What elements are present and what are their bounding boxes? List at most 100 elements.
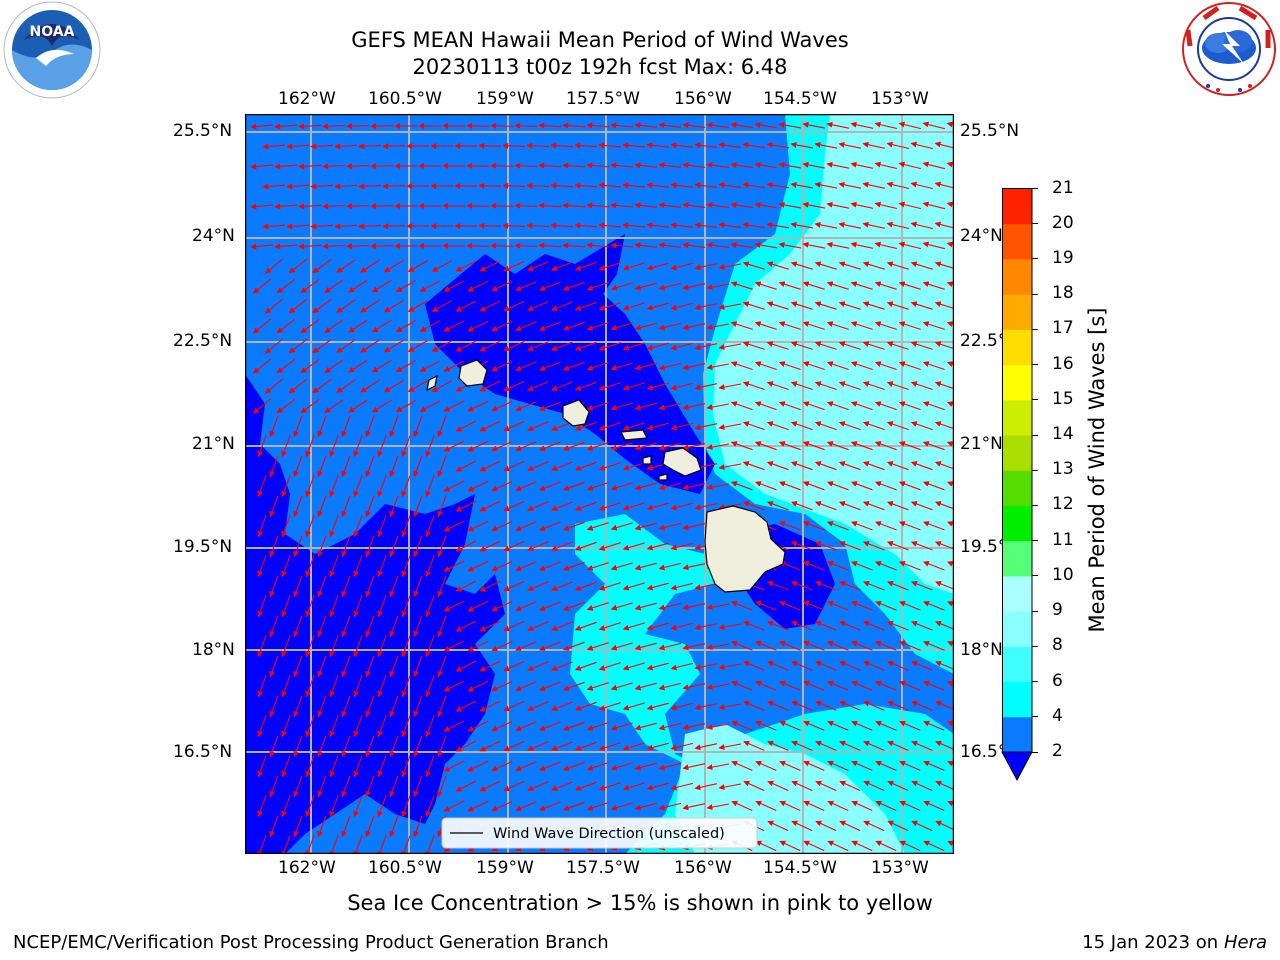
wind-arrow (370, 243, 394, 250)
wind-arrow (814, 381, 837, 391)
wind-arrow (382, 143, 406, 150)
wind-arrow (329, 715, 339, 738)
wind-arrow (455, 780, 477, 792)
wind-arrow (767, 780, 789, 792)
wind-arrow (706, 283, 730, 291)
wind-arrow (478, 142, 502, 149)
wind-arrow (437, 775, 447, 798)
wind-arrow (779, 640, 801, 651)
wind-arrow (288, 258, 308, 274)
wind-arrow (743, 700, 765, 711)
wind-arrow (515, 801, 537, 812)
wind-arrow (503, 740, 525, 752)
wind-arrow (365, 575, 375, 598)
wind-arrow (730, 281, 753, 290)
colorbar-tick-label: 6 (1052, 670, 1063, 691)
wind-arrow (862, 181, 886, 189)
wind-arrow (610, 682, 633, 691)
wind-arrow (910, 341, 933, 350)
wind-arrow (312, 299, 332, 314)
wind-arrow (341, 575, 351, 598)
wind-arrow (598, 702, 621, 711)
wind-arrow (515, 441, 537, 452)
wind-arrow (790, 142, 814, 149)
colorbar-cell (1002, 435, 1032, 471)
wind-arrow (574, 621, 597, 631)
wind-arrow (754, 441, 777, 451)
wind-arrow (437, 495, 447, 518)
wind-arrow (658, 442, 682, 451)
wind-arrow (706, 643, 730, 651)
wind-arrow (862, 301, 885, 310)
colorbar-cell (1002, 716, 1032, 753)
wind-arrow (887, 740, 909, 751)
wind-arrow (898, 361, 921, 371)
wind-arrow (437, 695, 447, 718)
wind-arrow (922, 281, 945, 290)
wind-arrow (443, 560, 465, 572)
wind-arrow (562, 281, 585, 291)
wind-arrow (790, 301, 813, 310)
wind-arrow (767, 820, 789, 832)
wind-arrow (574, 421, 597, 431)
wind-arrow (455, 580, 477, 592)
wind-arrow (706, 323, 730, 331)
wind-arrow (838, 181, 862, 189)
wind-arrow (479, 260, 501, 272)
wind-arrow (718, 222, 742, 229)
wind-arrow (802, 521, 825, 531)
wind-arrow (443, 800, 465, 812)
wind-arrow (898, 281, 921, 290)
wind-arrow (305, 475, 315, 498)
wind-arrow (634, 642, 657, 651)
wind-arrow (922, 521, 945, 531)
wind-arrow (298, 243, 322, 250)
wind-arrow (898, 241, 922, 250)
wind-arrow (923, 680, 945, 691)
wind-arrow (694, 182, 718, 189)
wind-arrow (862, 461, 885, 471)
colorbar-tick-label: 4 (1052, 705, 1063, 726)
wind-arrow (455, 660, 477, 672)
wind-arrow (329, 675, 339, 698)
wind-arrow (365, 655, 375, 678)
wind-arrow (899, 840, 921, 852)
wind-arrow (269, 415, 279, 438)
wind-arrow (838, 221, 862, 229)
wind-arrow (281, 755, 291, 778)
wind-arrow (803, 680, 825, 691)
colorbar-tick-label: 19 (1052, 247, 1074, 268)
wind-arrow (658, 242, 682, 249)
wind-arrow (562, 361, 585, 371)
wind-arrow (850, 441, 873, 451)
wind-arrow (317, 415, 327, 438)
wind-arrow (383, 339, 404, 353)
wind-arrow (779, 720, 801, 731)
wind-arrow (886, 181, 910, 190)
wind-arrow (682, 763, 706, 771)
wind-arrow (862, 221, 886, 229)
wind-arrow (826, 121, 850, 129)
wind-arrow (814, 301, 837, 310)
wind-arrow (538, 521, 561, 531)
wind-arrow (562, 242, 586, 249)
wind-arrow (300, 279, 320, 294)
wind-arrow (694, 623, 718, 631)
wind-arrow (503, 580, 525, 592)
wind-arrow (610, 202, 634, 209)
wind-arrow (694, 222, 718, 229)
wind-arrow (730, 162, 754, 169)
wind-arrow (491, 360, 513, 372)
wind-arrow (947, 720, 954, 727)
wind-arrow (791, 581, 813, 591)
wind-arrow (425, 795, 435, 818)
wind-arrow (622, 142, 646, 149)
wind-arrow (305, 715, 315, 738)
wind-arrow (527, 541, 549, 552)
wind-arrow (706, 683, 730, 691)
colorbar-tick-mark (1032, 258, 1038, 260)
wind-arrow (527, 501, 549, 512)
wind-arrow (754, 401, 777, 411)
wind-arrow (886, 141, 910, 150)
wind-arrow (802, 161, 826, 169)
